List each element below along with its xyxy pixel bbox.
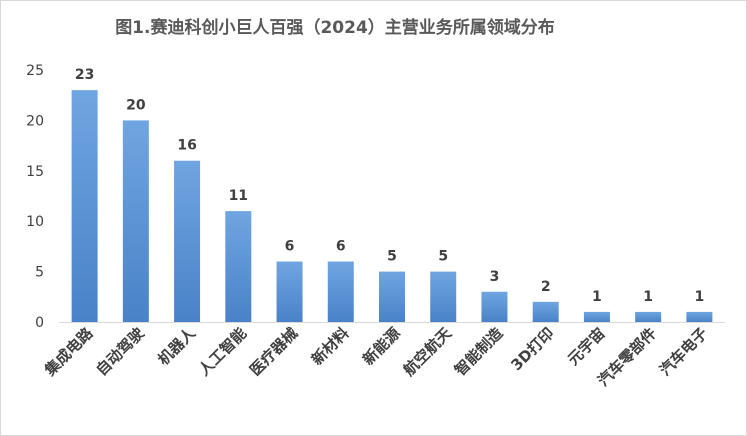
- bar-value-label: 6: [336, 239, 346, 255]
- x-category-label: 人工智能: [195, 324, 250, 379]
- x-category-label: 元宇宙: [564, 324, 609, 369]
- bar: [686, 311, 713, 322]
- y-axis: 0 5 10 15 20 25: [26, 63, 44, 331]
- y-tick-label: 0: [35, 315, 44, 331]
- bar: [122, 120, 149, 323]
- x-category-label: 汽车电子: [656, 324, 711, 379]
- bar: [481, 291, 508, 322]
- y-tick-label: 20: [26, 113, 44, 129]
- bar: [635, 311, 662, 322]
- bar: [532, 301, 559, 322]
- bar-value-label: 1: [643, 289, 653, 305]
- bar: [225, 211, 252, 322]
- bar-value-label: 1: [695, 289, 705, 305]
- bar-value-label: 1: [592, 289, 602, 305]
- bar-value-label: 5: [387, 249, 397, 265]
- bar: [583, 311, 610, 322]
- bar: [174, 160, 201, 322]
- x-category-label: 航空航天: [400, 323, 456, 379]
- bar: [430, 271, 457, 322]
- x-category-label: 新材料: [308, 324, 353, 369]
- x-category-label: 新能源: [359, 324, 404, 369]
- bar-value-label: 16: [177, 138, 196, 154]
- y-tick-label: 15: [26, 164, 44, 180]
- x-category-label: 智能制造: [451, 324, 506, 379]
- x-category-label: 机器人: [154, 323, 199, 368]
- bar: [71, 90, 98, 322]
- bar: [276, 261, 303, 322]
- y-tick-label: 10: [26, 214, 44, 230]
- x-category-label: 3D打印: [507, 324, 557, 374]
- bar: [327, 261, 354, 322]
- x-category-label: 医疗器械: [246, 324, 301, 379]
- bar-value-label: 20: [126, 97, 146, 113]
- bar-value-label: 11: [229, 188, 248, 204]
- bar: [379, 271, 405, 322]
- y-tick-label: 25: [26, 63, 44, 79]
- bar-value-label: 2: [541, 279, 551, 295]
- x-category-label: 自动驾驶: [93, 324, 148, 379]
- bar-value-label: 6: [285, 239, 295, 255]
- chart-title: 图1.赛迪科创小巨人百强（2024）主营业务所属领域分布: [115, 17, 555, 38]
- bar-value-label: 23: [75, 67, 94, 83]
- bar-series: [71, 90, 713, 323]
- bar-value-label: 3: [490, 269, 500, 285]
- y-tick-label: 5: [35, 265, 44, 281]
- x-category-label: 集成电路: [41, 323, 98, 380]
- bar-value-label: 5: [438, 249, 448, 265]
